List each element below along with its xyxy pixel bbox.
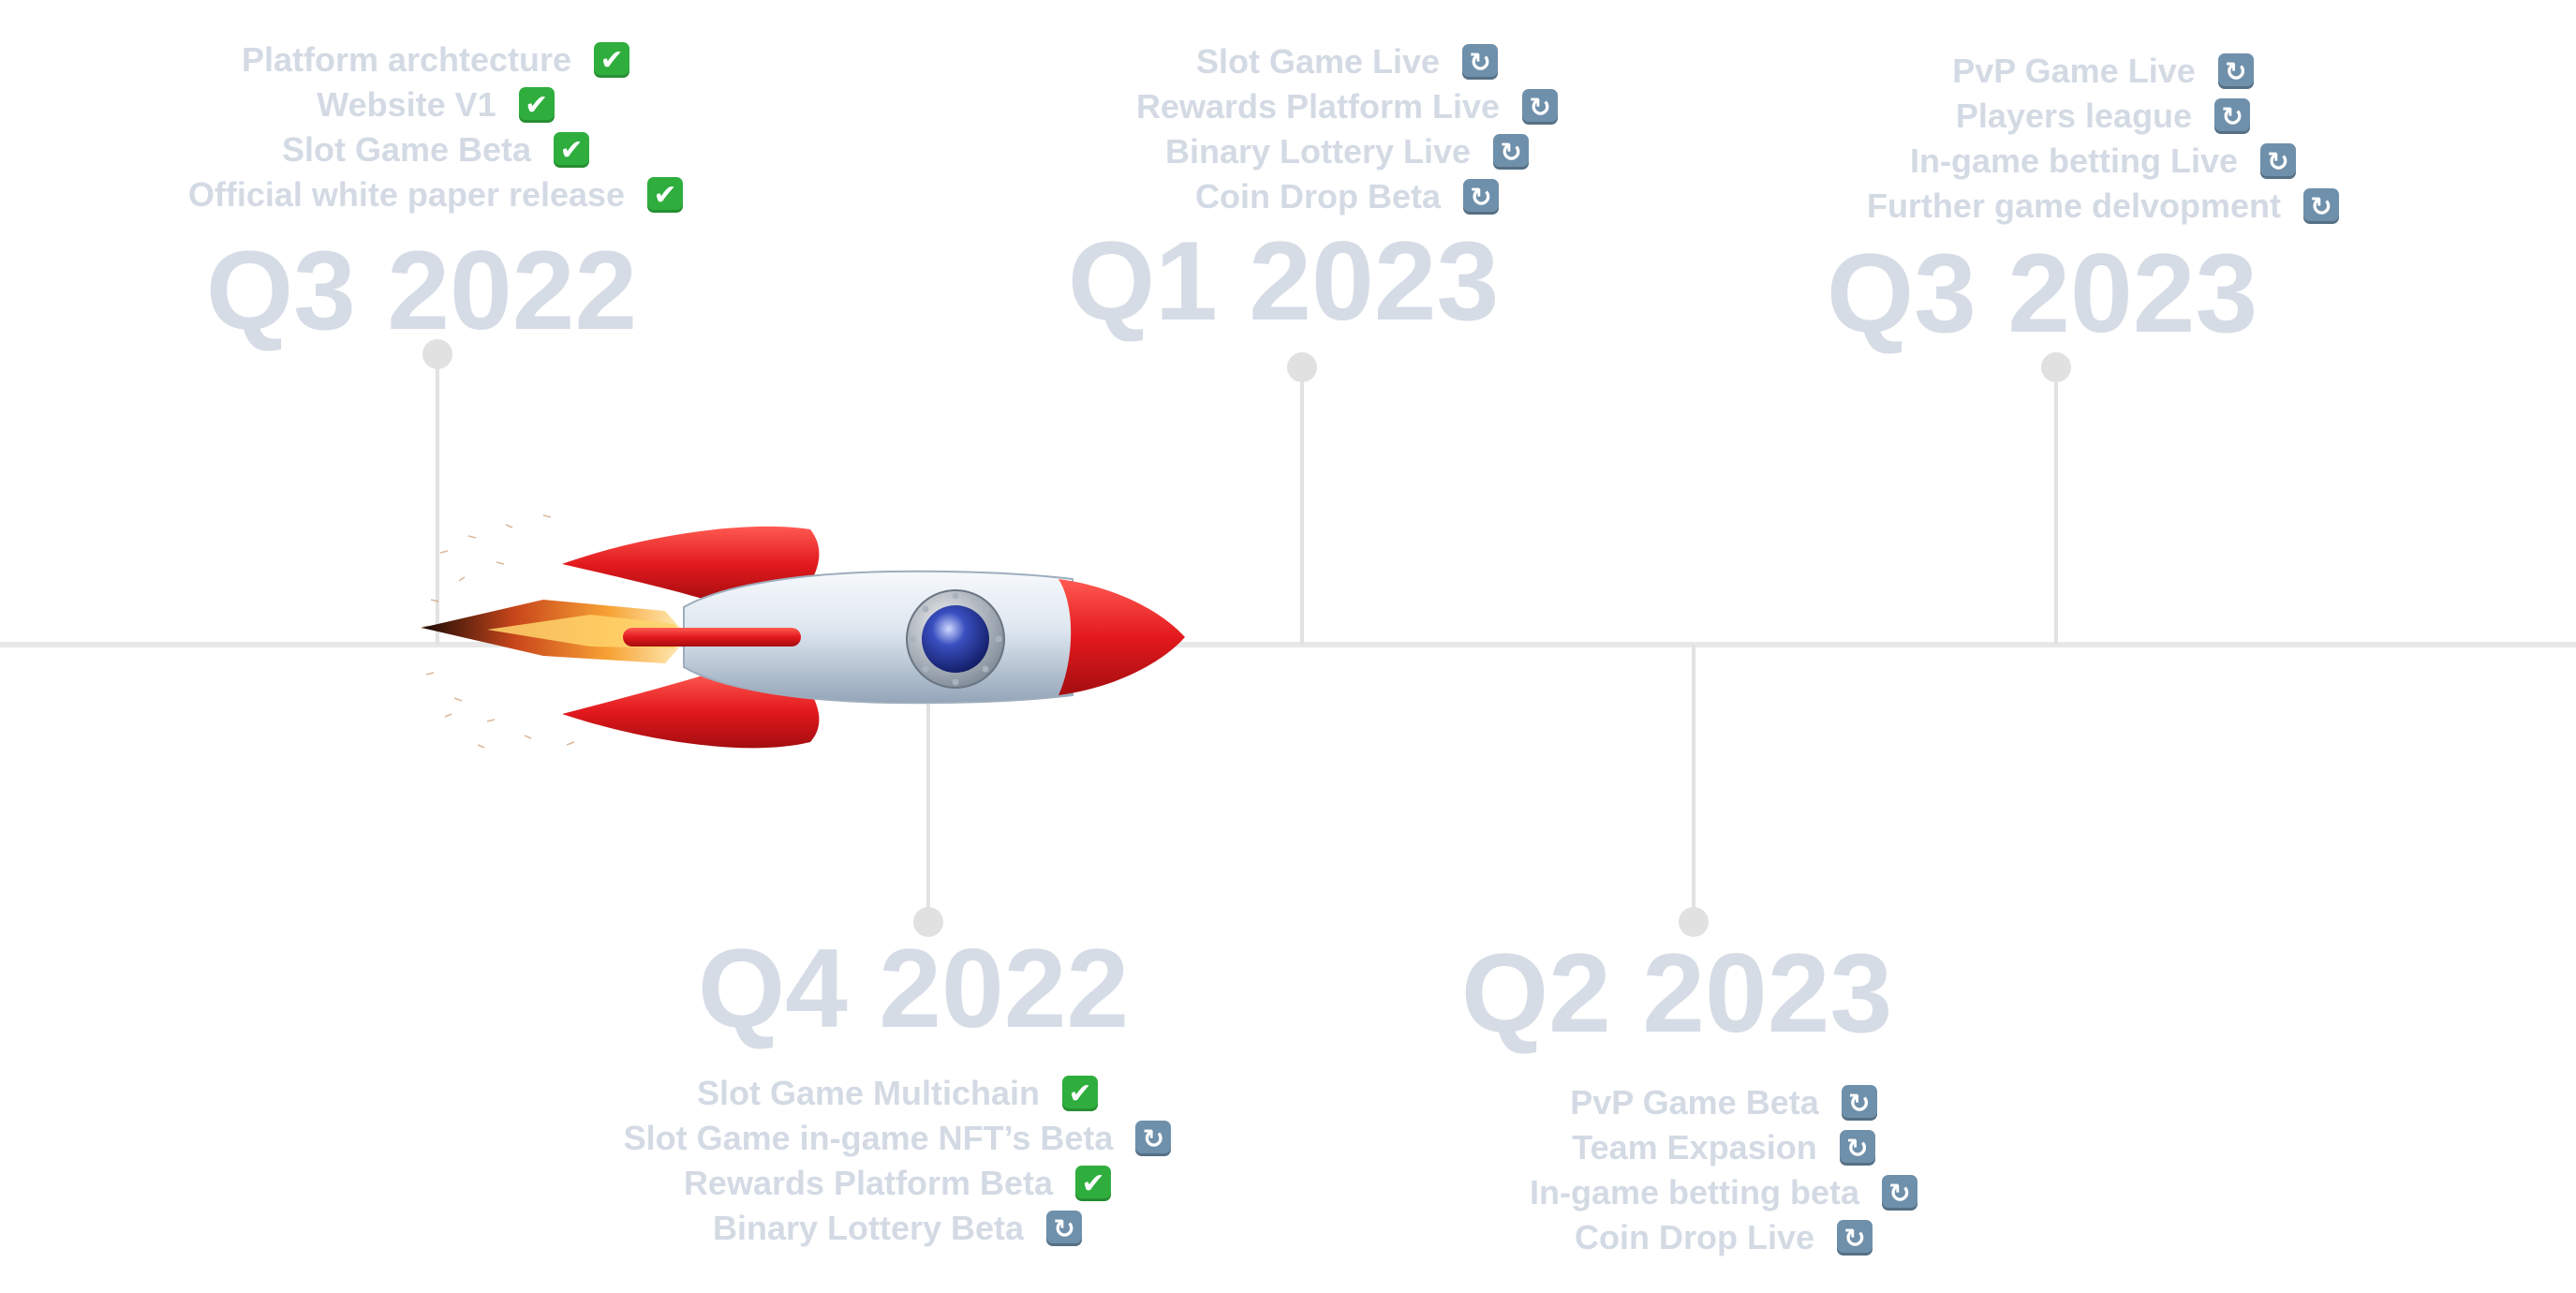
porthole-window xyxy=(922,605,989,673)
white-check-mark-icon: ✔ xyxy=(594,42,630,78)
milestone-item: Further game delvopment ↻ xyxy=(1747,184,2459,229)
milestone-list-q1-2023: Slot Game Live ↻ Rewards Platform Live ↻ Bin… xyxy=(991,39,1703,219)
quarter-label-q1-2023: Q1 2023 xyxy=(1067,218,1500,344)
refresh-arrows-icon: ↻ xyxy=(1463,179,1499,215)
refresh-arrows-icon: ↻ xyxy=(1462,44,1499,80)
rocket-nose xyxy=(1059,579,1185,695)
milestone-dot-q3-2022 xyxy=(422,339,452,369)
milestone-item: Rewards Platform Live ↻ xyxy=(991,84,1703,129)
milestone-item: Platform archtecture ✔ xyxy=(80,37,792,82)
milestone-dot-q1-2023 xyxy=(1287,352,1317,382)
refresh-arrows-icon: ↻ xyxy=(1882,1175,1918,1211)
milestone-item: Slot Game Multichain ✔ xyxy=(541,1071,1253,1116)
refresh-arrows-icon: ↻ xyxy=(2303,188,2340,224)
stem-q1-2023 xyxy=(1300,367,1304,645)
milestone-item-label: Slot Game Beta xyxy=(281,130,532,169)
milestone-list-q3-2023: PvP Game Live ↻ Players league ↻ In-game bet… xyxy=(1747,49,2459,229)
exhaust-sparks xyxy=(421,514,575,749)
refresh-arrows-icon: ↻ xyxy=(1837,1220,1873,1256)
milestone-item: Coin Drop Live ↻ xyxy=(1368,1215,2080,1260)
milestone-item-label: Rewards Platform Beta xyxy=(683,1164,1054,1202)
refresh-arrows-icon: ↻ xyxy=(1841,1085,1877,1121)
upper-fin xyxy=(562,526,820,602)
milestone-dot-q4-2022 xyxy=(913,907,943,937)
milestone-item-label: Further game delvopment xyxy=(1866,186,2282,225)
milestone-item-label: Players league xyxy=(1955,97,2193,135)
milestone-item-label: Coin Drop Beta xyxy=(1194,177,1441,216)
refresh-arrows-icon: ↻ xyxy=(2214,98,2251,134)
milestone-item-label: Website V1 xyxy=(317,85,496,124)
side-booster xyxy=(623,628,801,646)
milestone-item-label: Official white paper release xyxy=(187,175,626,214)
milestone-item-label: PvP Game Beta xyxy=(1570,1083,1819,1122)
milestone-item-label: Coin Drop Live xyxy=(1574,1218,1814,1256)
milestone-item-label: In-game betting beta xyxy=(1529,1173,1860,1211)
milestone-item: Official white paper release ✔ xyxy=(80,172,792,217)
quarter-label-q4-2022: Q4 2022 xyxy=(697,926,1130,1051)
milestone-item: Slot Game Live ↻ xyxy=(991,39,1703,84)
milestone-item: In-game betting beta ↻ xyxy=(1368,1170,2080,1215)
milestone-item: Slot Game in-game NFT’s Beta ↻ xyxy=(541,1116,1253,1161)
milestone-item: Players league ↻ xyxy=(1747,94,2459,139)
milestone-item-label: Slot Game in-game NFT’s Beta xyxy=(623,1119,1114,1157)
lower-fin xyxy=(562,673,820,749)
milestone-item-label: Binary Lottery Live xyxy=(1164,132,1472,171)
refresh-arrows-icon: ↻ xyxy=(1046,1211,1083,1246)
milestone-item: Binary Lottery Beta ↻ xyxy=(541,1206,1253,1251)
milestone-dot-q2-2023 xyxy=(1679,907,1709,937)
stem-q3-2022 xyxy=(436,354,439,645)
rocket-illustration xyxy=(421,514,1185,749)
milestone-item: Rewards Platform Beta ✔ xyxy=(541,1161,1253,1206)
milestone-item-label: In-game betting Live xyxy=(1909,141,2239,180)
milestone-item: Slot Game Beta ✔ xyxy=(80,127,792,172)
milestone-item: Team Expasion ↻ xyxy=(1368,1125,2080,1170)
milestone-item-label: Binary Lottery Beta xyxy=(712,1209,1025,1247)
milestone-list-q4-2022: Slot Game Multichain ✔ Slot Game in-game N… xyxy=(541,1071,1253,1251)
white-check-mark-icon: ✔ xyxy=(554,132,590,168)
milestone-item: PvP Game Live ↻ xyxy=(1747,49,2459,94)
refresh-arrows-icon: ↻ xyxy=(2260,143,2297,179)
milestone-item: In-game betting Live ↻ xyxy=(1747,139,2459,184)
refresh-arrows-icon: ↻ xyxy=(1135,1121,1172,1156)
milestone-item-label: Slot Game Multichain xyxy=(696,1074,1041,1112)
milestone-item: Coin Drop Beta ↻ xyxy=(991,174,1703,219)
stem-q4-2022 xyxy=(926,645,930,916)
refresh-arrows-icon: ↻ xyxy=(1522,89,1559,125)
milestone-item-label: PvP Game Live xyxy=(1952,52,2196,90)
milestone-item-label: Slot Game Live xyxy=(1195,42,1441,81)
stem-q3-2023 xyxy=(2054,367,2058,645)
refresh-arrows-icon: ↻ xyxy=(2217,53,2254,89)
milestone-dot-q3-2023 xyxy=(2041,352,2071,382)
porthole-bolts xyxy=(909,592,1002,686)
stem-q2-2023 xyxy=(1692,645,1695,916)
milestone-list-q3-2022: Platform archtecture ✔ Website V1 ✔ Slot Gam… xyxy=(80,37,792,217)
milestone-list-q2-2023: PvP Game Beta ↻ Team Expasion ↻ In-game bett… xyxy=(1368,1080,2080,1260)
white-check-mark-icon: ✔ xyxy=(1075,1166,1112,1201)
white-check-mark-icon: ✔ xyxy=(647,177,684,213)
refresh-arrows-icon: ↻ xyxy=(1839,1130,1875,1166)
milestone-item-label: Platform archtecture xyxy=(241,40,572,79)
quarter-label-q2-2023: Q2 2023 xyxy=(1460,930,1893,1056)
milestone-item: PvP Game Beta ↻ xyxy=(1368,1080,2080,1125)
white-check-mark-icon: ✔ xyxy=(518,87,555,123)
refresh-arrows-icon: ↻ xyxy=(1493,134,1530,170)
milestone-item: Website V1 ✔ xyxy=(80,82,792,127)
quarter-label-q3-2022: Q3 2022 xyxy=(205,228,638,353)
white-check-mark-icon: ✔ xyxy=(1062,1076,1099,1111)
timeline-axis xyxy=(0,642,2576,647)
milestone-item-label: Rewards Platform Live xyxy=(1135,87,1501,126)
milestone-item: Binary Lottery Live ↻ xyxy=(991,129,1703,174)
quarter-label-q3-2023: Q3 2023 xyxy=(1826,230,2258,356)
milestone-item-label: Team Expasion xyxy=(1572,1128,1817,1167)
